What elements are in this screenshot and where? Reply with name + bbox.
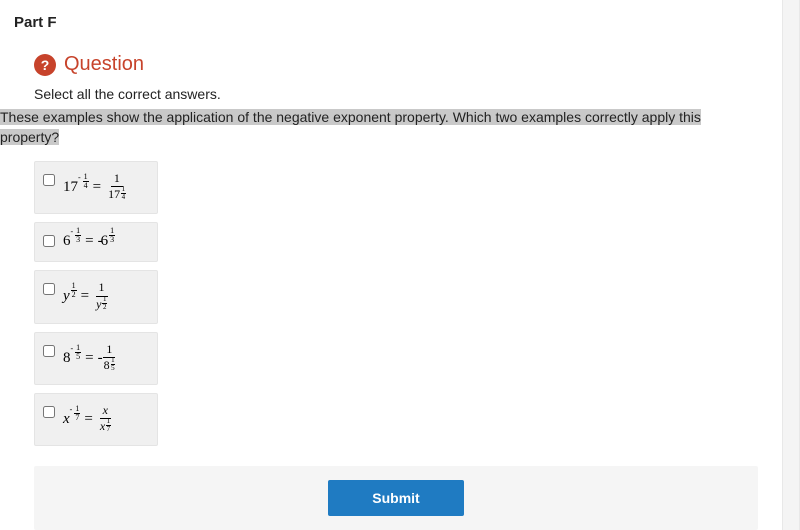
instruction-text: Select all the correct answers. bbox=[34, 86, 776, 102]
math-expression: y12=1y12 bbox=[63, 281, 110, 312]
option-checkbox[interactable] bbox=[43, 235, 55, 247]
submit-button[interactable]: Submit bbox=[328, 480, 463, 516]
prompt-line-2: property? bbox=[0, 129, 59, 145]
math-expression: x-17=xx17 bbox=[63, 404, 114, 435]
option-checkbox[interactable] bbox=[43, 406, 55, 418]
answer-option[interactable]: 8-15=-1815 bbox=[34, 332, 158, 385]
math-expression: 17-14=11714 bbox=[63, 172, 129, 203]
submit-area: Submit bbox=[34, 466, 758, 530]
question-header: ? Question bbox=[34, 53, 776, 76]
math-expression: 6-13=-613 bbox=[63, 233, 115, 250]
prompt-line-1: These examples show the application of t… bbox=[0, 109, 701, 125]
option-checkbox[interactable] bbox=[43, 345, 55, 357]
secondary-scrollbar bbox=[782, 0, 800, 530]
answer-option[interactable]: 17-14=11714 bbox=[34, 161, 158, 214]
option-checkbox[interactable] bbox=[43, 283, 55, 295]
math-expression: 8-15=-1815 bbox=[63, 343, 118, 374]
question-mark-icon: ? bbox=[34, 54, 56, 76]
page-content: Part F ? Question Select all the correct… bbox=[0, 0, 800, 530]
option-checkbox[interactable] bbox=[43, 174, 55, 186]
answer-option[interactable]: 6-13=-613 bbox=[34, 222, 158, 262]
question-prompt: These examples show the application of t… bbox=[0, 108, 776, 147]
answer-option[interactable]: x-17=xx17 bbox=[34, 393, 158, 446]
part-label: Part F bbox=[14, 14, 776, 31]
answer-option[interactable]: y12=1y12 bbox=[34, 270, 158, 323]
options-list: 17-14=11714 6-13=-613 y12=1y12 8-15=-1815 x-… bbox=[34, 161, 776, 446]
question-title: Question bbox=[64, 53, 144, 76]
